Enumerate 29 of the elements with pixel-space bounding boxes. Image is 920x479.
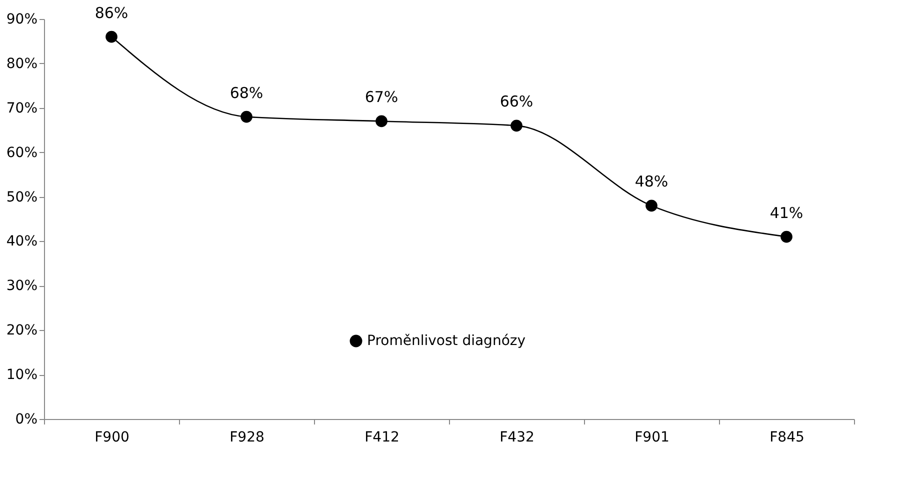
data-label: 66% — [500, 92, 534, 111]
x-tick-label: F900 — [94, 430, 130, 446]
y-tick-label: 30% — [6, 278, 38, 294]
x-tick-label: F432 — [500, 430, 534, 446]
y-tick-label: 50% — [6, 189, 38, 206]
point — [646, 200, 658, 212]
y-tick-label: 0% — [15, 412, 38, 428]
point — [106, 30, 118, 43]
y-tick-label: 10% — [6, 367, 38, 384]
data-label: 68% — [230, 84, 264, 102]
data-label: 86% — [94, 4, 128, 22]
y-tick-label: 70% — [6, 100, 38, 116]
x-tick-label: F412 — [364, 430, 400, 446]
y-tick-label: 90% — [6, 12, 38, 28]
y-tick-label: 40% — [6, 234, 38, 250]
point — [510, 120, 522, 132]
data-label: 67% — [364, 88, 398, 106]
y-tick-label: 80% — [6, 56, 38, 72]
y-tick-label: 20% — [6, 322, 38, 339]
point — [240, 110, 252, 123]
point — [780, 230, 792, 243]
y-tick-label: 60% — [6, 144, 38, 161]
data-label: 48% — [634, 172, 668, 191]
x-tick-label: F901 — [634, 430, 670, 446]
legend-label: Proměnlivost diagnózy — [367, 333, 526, 349]
x-tick-label: F928 — [230, 430, 264, 446]
point — [376, 115, 388, 128]
data-label: 41% — [770, 204, 804, 222]
x-tick-label: F845 — [770, 430, 804, 446]
